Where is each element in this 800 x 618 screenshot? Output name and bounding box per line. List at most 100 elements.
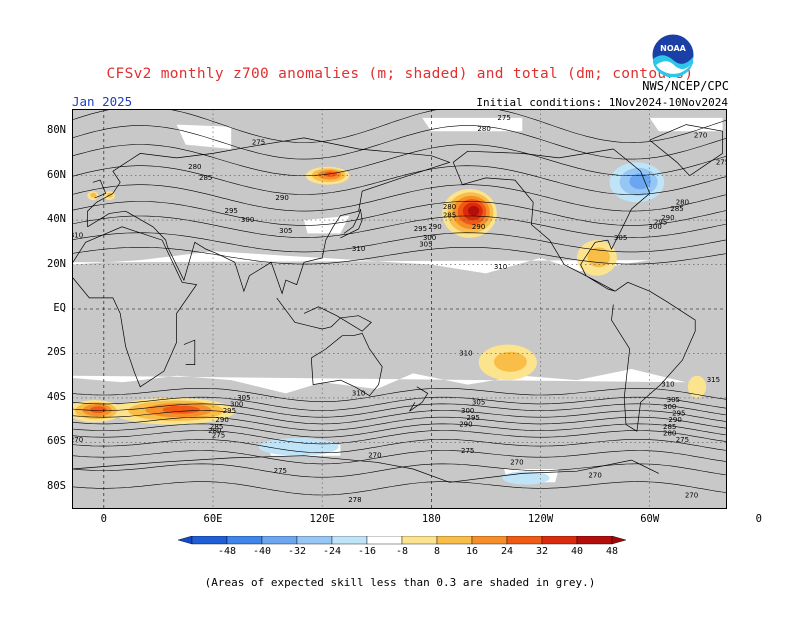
latitude-tick-label: EQ [53, 302, 66, 314]
contour-label: 290 [661, 214, 674, 222]
colorbar-swatch [226, 536, 263, 545]
map-title: CFSv2 monthly z700 anomalies (m; shaded)… [106, 66, 694, 82]
colorbar-low-triangle [178, 536, 193, 545]
contour-line [72, 450, 727, 465]
contour-label: 295 [225, 207, 238, 215]
contour-label: 290 [668, 416, 681, 424]
contour-label: 280 [188, 163, 201, 171]
contour-label: 270 [588, 472, 601, 480]
latitude-tick-label: 20S [47, 346, 66, 359]
south-america-coast [611, 281, 696, 432]
contour-label: 285 [443, 212, 456, 220]
contour-line [72, 247, 727, 265]
colorbar-tick-label: -40 [252, 546, 272, 557]
latitude-tick-label: 40S [47, 390, 66, 403]
contour-line [72, 201, 727, 226]
longitude-tick-label: 60E [203, 513, 223, 525]
contour-label: 285 [670, 205, 683, 213]
colorbar-tick-label: 48 [605, 546, 619, 557]
contour-label: 278 [348, 496, 361, 504]
latitude-tick-label: 20N [47, 257, 66, 270]
colorbar-tick-label: -48 [217, 546, 237, 557]
siberia-positive-anomaly [305, 166, 350, 185]
latitude-tick-label: 40N [47, 213, 66, 226]
colorbar-swatch [261, 536, 298, 545]
contour-label: 280 [663, 429, 676, 437]
contour-label: 295 [467, 414, 480, 422]
contour-label: 300 [648, 223, 661, 231]
madagascar-coast [183, 339, 196, 365]
contour-label: 275 [212, 432, 225, 440]
colorbar-high-triangle [611, 536, 626, 545]
japan-coast [340, 208, 363, 239]
contour-label: 275 [497, 114, 510, 122]
high-skill-tropics [72, 251, 687, 394]
antarctica-coast [72, 455, 659, 483]
longitude-tick-label: 0 [100, 513, 107, 525]
contour-label: 300 [230, 401, 243, 409]
contour-label: 275 [252, 138, 265, 146]
lat-lon-grid [72, 109, 727, 509]
contour-label: 275 [716, 158, 727, 166]
colorbar [178, 536, 626, 545]
uk-coast [92, 179, 107, 199]
contour-label: 280 [443, 203, 456, 211]
longitude-tick-label: 60W [640, 513, 660, 525]
contour-label: 280 [676, 198, 689, 206]
colorbar-tick-label: 24 [500, 546, 514, 557]
contour-label: 310 [661, 381, 674, 389]
greenland-coast [649, 124, 723, 177]
contour-label: 290 [472, 223, 485, 231]
contour-label: 285 [210, 423, 223, 431]
contour-label: 295 [223, 407, 236, 415]
anomaly-shading [72, 162, 707, 485]
initial-conditions: Initial conditions: 1Nov2024-10Nov2024 [476, 96, 728, 109]
contour-label: 310 [459, 349, 472, 357]
colorbar-swatch [576, 536, 613, 545]
contour-label: 310 [494, 263, 507, 271]
map-frame [72, 109, 727, 509]
latitude-tick-label: 80S [47, 479, 66, 492]
australia-coast [310, 332, 383, 397]
contour-label: 270 [685, 492, 698, 500]
contour-label: 290 [275, 194, 288, 202]
colorbar-swatch [331, 536, 368, 545]
antarctic-indian-negative-anomaly [258, 437, 339, 456]
contour-label: 305 [419, 241, 432, 249]
contour-label: 310 [72, 232, 83, 240]
contour-line [72, 430, 727, 445]
new-zealand-coast [409, 386, 429, 412]
contour-line [72, 403, 727, 418]
contour-line [72, 423, 727, 438]
contour-line [72, 144, 727, 176]
latitude-tick-label: 60S [47, 435, 66, 448]
contour-label: 295 [414, 225, 427, 233]
southern-indian-positive-anomaly [111, 397, 235, 425]
latitude-tick-label: 60N [47, 168, 66, 181]
contour-line [72, 232, 727, 253]
colorbar-tick-label: -8 [395, 546, 409, 557]
contour-label: 305 [237, 394, 250, 402]
colorbar-tick-label: -32 [287, 546, 307, 557]
contour-labels: 2752752702752802852902953003053102802802… [72, 114, 727, 504]
contour-label: 280 [477, 125, 490, 133]
noaa-logo-icon: NOAA [651, 33, 695, 77]
anomaly-level [90, 406, 107, 414]
agency-label: NWS/NCEP/CPC [642, 79, 729, 93]
contour-label: 290 [215, 416, 228, 424]
colorbar-swatch [191, 536, 228, 545]
anomaly-level [629, 173, 651, 190]
colorbar-swatch [366, 536, 403, 545]
skill-footnote: (Areas of expected skill less than 0.3 a… [204, 576, 596, 589]
colorbar-tick-label: 40 [570, 546, 584, 557]
anomaly-level [90, 192, 97, 198]
colorbar-tick-label: 8 [433, 546, 441, 557]
contour-label: 310 [352, 389, 365, 397]
contour-label: 305 [614, 234, 627, 242]
coastlines [72, 124, 723, 483]
contour-label: 295 [654, 218, 667, 226]
geopotential-contours [72, 109, 727, 496]
anomaly-level [587, 247, 610, 268]
longitude-tick-label: 120E [309, 513, 335, 525]
anomaly-level [687, 375, 707, 398]
